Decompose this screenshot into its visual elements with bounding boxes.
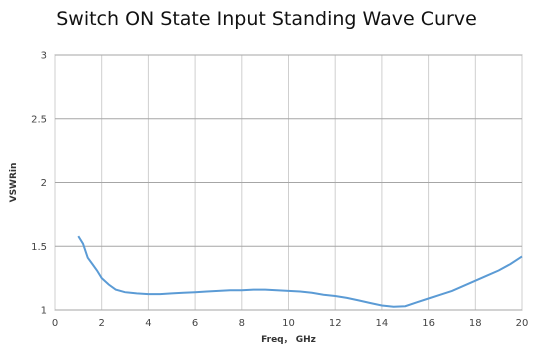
y-axis-label: VSWRin — [9, 163, 19, 203]
x-tick-label: 16 — [422, 318, 435, 329]
x-tick-label: 12 — [329, 318, 342, 329]
x-tick-label: 0 — [52, 318, 58, 329]
y-tick-label: 2.5 — [31, 114, 47, 125]
y-tick-label: 2 — [41, 178, 47, 189]
x-tick-label: 2 — [99, 318, 105, 329]
x-tick-label: 6 — [192, 318, 198, 329]
x-tick-label: 18 — [469, 318, 482, 329]
gridlines — [54, 54, 523, 311]
x-tick-label: 4 — [145, 318, 151, 329]
vswr-series-line — [77, 235, 523, 308]
x-tick-label: 20 — [516, 318, 529, 329]
x-tick-label: 14 — [376, 318, 389, 329]
y-axis-ticks: 1 1.5 2 2.5 3 — [31, 51, 47, 317]
chart-title: Switch ON State Input Standing Wave Curv… — [56, 8, 477, 30]
y-tick-label: 3 — [41, 51, 47, 62]
y-tick-label: 1 — [41, 306, 47, 317]
x-axis-ticks: 0 2 4 6 8 10 12 14 16 18 20 — [52, 318, 529, 329]
x-tick-label: 10 — [282, 318, 295, 329]
x-tick-label: 8 — [239, 318, 245, 329]
y-tick-label: 1.5 — [31, 242, 47, 253]
x-axis-label: Freq， GHz — [261, 335, 316, 345]
